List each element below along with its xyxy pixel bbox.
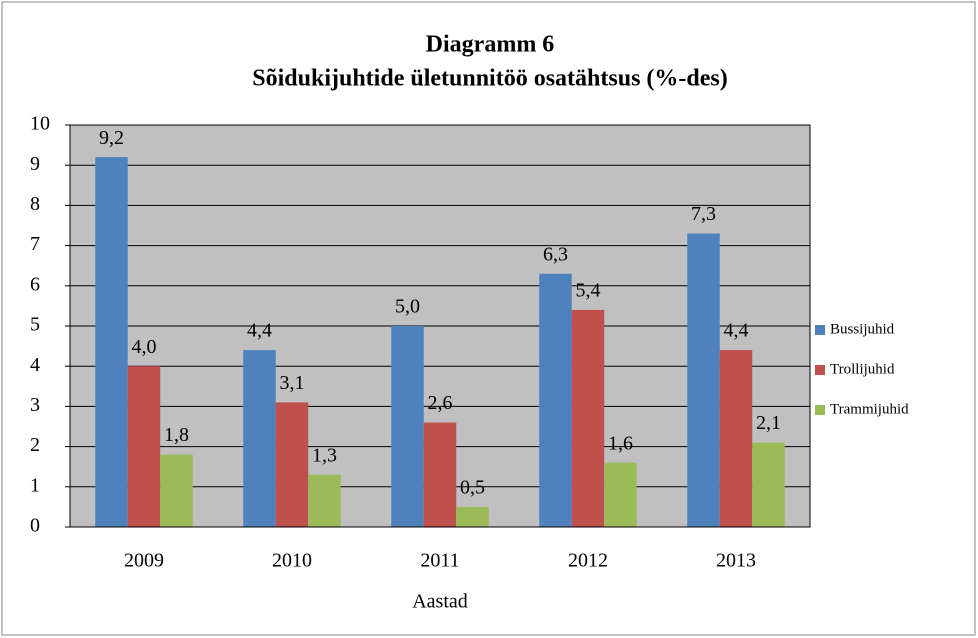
bar <box>95 157 128 527</box>
bar <box>604 462 637 527</box>
bar <box>571 309 605 527</box>
bar <box>160 454 193 527</box>
legend-swatch <box>815 325 825 335</box>
data-label: 0,5 <box>460 476 485 498</box>
chart-title: Diagramm 6 <box>426 32 555 58</box>
y-tick-label: 0 <box>30 515 40 537</box>
x-tick-label: 2013 <box>716 550 756 572</box>
x-tick-label: 2010 <box>272 550 312 572</box>
legend-swatch <box>815 365 825 375</box>
data-label: 4,0 <box>132 336 157 358</box>
y-tick-label: 2 <box>30 434 40 456</box>
legend-label: Bussijuhid <box>830 321 895 337</box>
legend-label: Trammijuhid <box>830 401 909 417</box>
data-label: 2,1 <box>756 412 781 434</box>
legend-label: Trollijuhid <box>830 361 895 377</box>
data-label: 1,3 <box>312 444 337 466</box>
data-label: 5,0 <box>395 296 420 318</box>
y-tick-label: 4 <box>30 354 40 376</box>
x-tick-label: 2009 <box>124 550 164 572</box>
bar <box>308 474 341 527</box>
bar <box>243 350 276 527</box>
legend-swatch <box>815 405 825 415</box>
y-tick-label: 3 <box>30 394 40 416</box>
bar <box>539 273 572 527</box>
bar <box>456 506 489 527</box>
data-label: 4,4 <box>724 320 749 342</box>
data-label: 9,2 <box>99 127 124 149</box>
bar <box>719 350 753 527</box>
bar <box>391 326 424 527</box>
chart-subtitle: Sõidukijuhtide ületunnitöö osatähtsus (%… <box>252 66 727 92</box>
data-label: 4,4 <box>247 320 272 342</box>
bar <box>687 233 720 528</box>
y-tick-label: 7 <box>30 233 40 255</box>
y-tick-label: 1 <box>30 474 40 496</box>
data-label: 6,3 <box>543 243 568 265</box>
bar <box>127 366 161 527</box>
bar <box>752 442 785 527</box>
data-label: 5,4 <box>576 280 601 302</box>
bar <box>423 422 457 527</box>
y-tick-label: 8 <box>30 193 40 215</box>
y-tick-label: 5 <box>30 314 40 336</box>
x-axis-label: Aastad <box>412 591 468 613</box>
y-tick-label: 6 <box>30 273 40 295</box>
data-label: 3,1 <box>280 372 305 394</box>
data-label: 7,3 <box>691 203 716 225</box>
y-tick-label: 10 <box>30 113 50 135</box>
data-label: 1,8 <box>164 424 189 446</box>
data-label: 1,6 <box>608 432 633 454</box>
bar <box>275 402 309 527</box>
x-tick-label: 2011 <box>420 550 459 572</box>
x-tick-label: 2012 <box>568 550 608 572</box>
data-label: 2,6 <box>428 392 453 414</box>
y-tick-label: 9 <box>30 153 40 175</box>
